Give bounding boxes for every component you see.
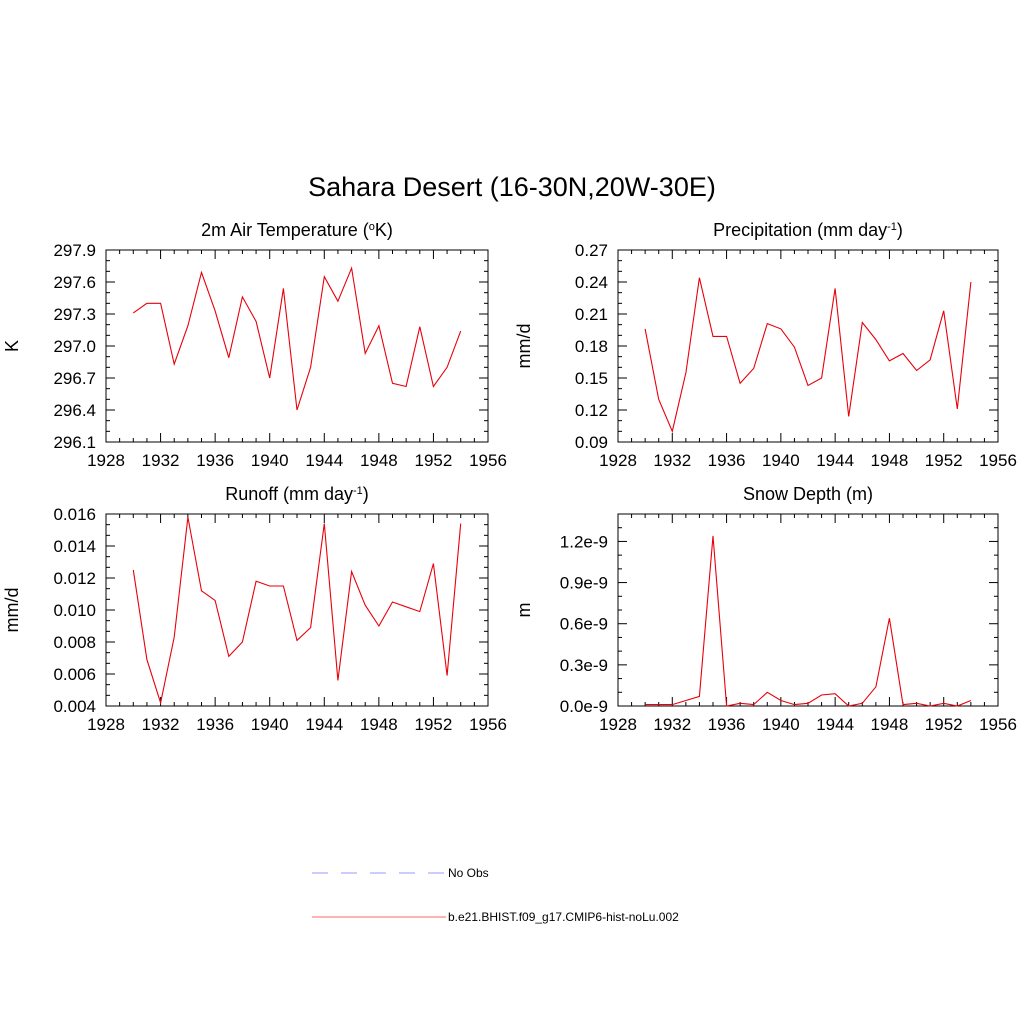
x-tick-label: 1944 xyxy=(816,451,854,470)
y-axis-label: m xyxy=(514,603,534,618)
y-tick-label: 0.014 xyxy=(53,537,96,556)
y-tick-label: 0.006 xyxy=(53,665,96,684)
plot-frame xyxy=(617,249,999,443)
y-tick-label: 0.3e-9 xyxy=(560,656,608,675)
plot-frame xyxy=(105,513,489,707)
y-tick-label: 0.0e-9 xyxy=(560,697,608,716)
y-tick-label: 297.3 xyxy=(53,305,96,324)
y-tick-label: 0.016 xyxy=(53,505,96,524)
y-tick-label: 296.1 xyxy=(53,433,96,452)
x-tick-label: 1936 xyxy=(708,451,746,470)
panel-3: Runoff (mm day-1) mm/d 1928 1932 1936 1940 194… xyxy=(2,484,507,734)
plot-frame xyxy=(617,513,999,707)
x-tick-label: 1956 xyxy=(469,451,507,470)
x-tick-label: 1940 xyxy=(762,715,800,734)
series-line xyxy=(644,277,972,434)
y-tick-label: 0.12 xyxy=(575,401,608,420)
series-line xyxy=(132,517,462,705)
y-tick-label: 0.004 xyxy=(53,697,96,716)
y-tick-label: 297.0 xyxy=(53,337,96,356)
x-tick-label: 1944 xyxy=(305,715,343,734)
x-tick-label: 1928 xyxy=(599,715,637,734)
y-tick-label: 0.24 xyxy=(575,273,608,292)
x-tick-label: 1948 xyxy=(871,451,909,470)
x-tick-label: 1952 xyxy=(925,451,963,470)
x-tick-label: 1932 xyxy=(142,715,180,734)
x-tick-label: 1956 xyxy=(979,451,1017,470)
x-tick-label: 1932 xyxy=(653,715,691,734)
panel-1: 2m Air Temperature (oK) K 1928 1932 1936 1940… xyxy=(2,220,507,470)
y-tick-label: 0.15 xyxy=(575,369,608,388)
y-tick-label: 0.9e-9 xyxy=(560,574,608,593)
series-line xyxy=(645,535,972,707)
y-axis-label: mm/d xyxy=(2,588,22,633)
y-tick-label: 297.9 xyxy=(53,241,96,260)
y-tick-label: 1.2e-9 xyxy=(560,532,608,551)
x-tick-label: 1944 xyxy=(816,715,854,734)
legend-label-no-obs: No Obs xyxy=(448,866,489,880)
x-tick-label: 1956 xyxy=(469,715,507,734)
x-tick-label: 1932 xyxy=(653,451,691,470)
y-tick-label: 0.18 xyxy=(575,337,608,356)
panel-4: Snow Depth (m) m 1928 1932 1936 1940 1944 1948 1… xyxy=(514,484,1017,734)
x-tick-label: 1948 xyxy=(871,715,909,734)
y-tick-label: 0.008 xyxy=(53,633,96,652)
panel-title: Precipitation (mm day-1) xyxy=(713,220,903,240)
x-tick-label: 1936 xyxy=(196,451,234,470)
y-tick-label: 0.27 xyxy=(575,241,608,260)
x-tick-label: 1948 xyxy=(360,715,398,734)
panel-2: Precipitation (mm day-1) mm/d 1928 1932 1936… xyxy=(514,220,1017,470)
y-tick-label: 0.6e-9 xyxy=(560,615,608,634)
y-tick-label: 296.7 xyxy=(53,369,96,388)
x-tick-label: 1940 xyxy=(251,715,289,734)
x-tick-label: 1932 xyxy=(142,451,180,470)
y-tick-label: 0.21 xyxy=(575,305,608,324)
series-line xyxy=(132,266,462,411)
x-tick-label: 1956 xyxy=(979,715,1017,734)
x-tick-label: 1928 xyxy=(599,451,637,470)
x-tick-label: 1936 xyxy=(196,715,234,734)
x-tick-label: 1928 xyxy=(87,451,125,470)
legend-label-model: b.e21.BHIST.f09_g17.CMIP6-hist-noLu.002 xyxy=(448,910,679,924)
panel-title: 2m Air Temperature (oK) xyxy=(201,220,393,240)
panel-title: Runoff (mm day-1) xyxy=(225,484,369,504)
x-tick-label: 1948 xyxy=(360,451,398,470)
figure-title: Sahara Desert (16-30N,20W-30E) xyxy=(308,172,716,202)
panels: 2m Air Temperature (oK) K 1928 1932 1936 1940… xyxy=(2,220,1017,734)
x-tick-label: 1944 xyxy=(305,451,343,470)
y-tick-label: 297.6 xyxy=(53,273,96,292)
y-tick-label: 0.012 xyxy=(53,569,96,588)
y-axis-label: K xyxy=(2,340,22,352)
legend: No Obs b.e21.BHIST.f09_g17.CMIP6-hist-no… xyxy=(312,866,679,924)
y-axis-label: mm/d xyxy=(514,324,534,369)
x-tick-label: 1952 xyxy=(415,451,453,470)
x-tick-label: 1940 xyxy=(762,451,800,470)
y-tick-label: 0.010 xyxy=(53,601,96,620)
plot-frame xyxy=(105,249,489,443)
x-tick-label: 1936 xyxy=(708,715,746,734)
x-tick-label: 1952 xyxy=(415,715,453,734)
x-tick-label: 1952 xyxy=(925,715,963,734)
y-tick-label: 296.4 xyxy=(53,401,96,420)
x-tick-label: 1928 xyxy=(87,715,125,734)
y-tick-label: 0.09 xyxy=(575,433,608,452)
x-tick-label: 1940 xyxy=(251,451,289,470)
panel-title: Snow Depth (m) xyxy=(743,484,873,504)
